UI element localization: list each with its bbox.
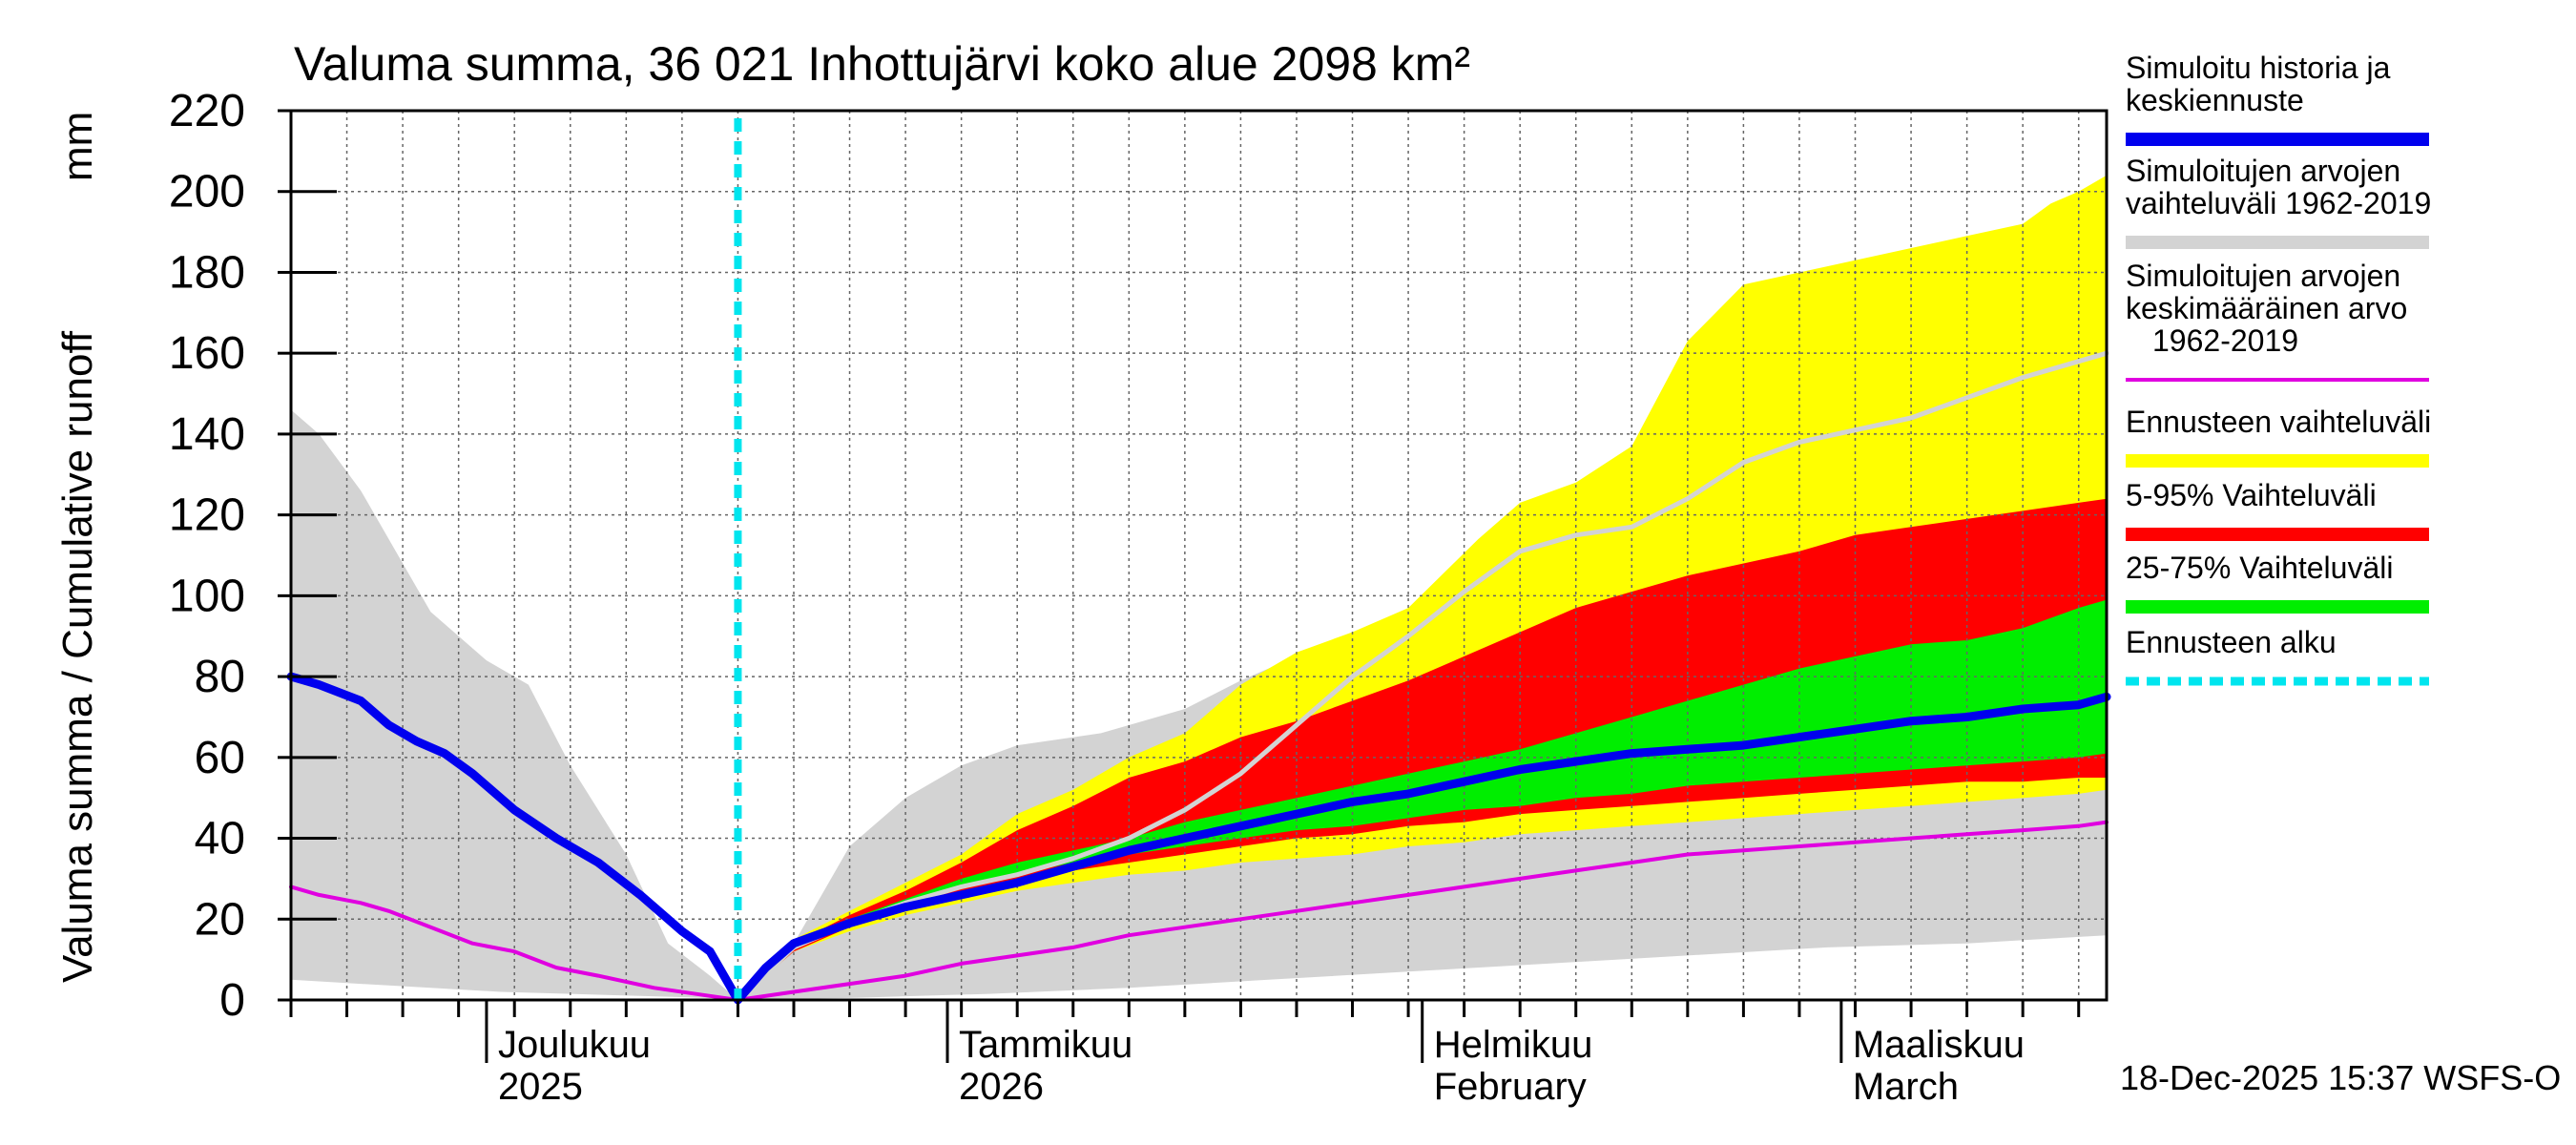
- y-tick-label: 180: [169, 247, 245, 298]
- month-label-2: Helmikuu: [1434, 1024, 1593, 1066]
- y-tick-label: 160: [169, 328, 245, 379]
- plot-frame: [289, 109, 2109, 1002]
- legend-label-0: Simuloitu historia ja: [2126, 51, 2391, 85]
- y-tick-label: 220: [169, 86, 245, 136]
- legend-label-3: Ennusteen vaihteluväli: [2126, 405, 2431, 439]
- y-tick-label: 0: [219, 975, 245, 1026]
- month-label-3: Maaliskuu: [1853, 1024, 2025, 1066]
- month-sublabel-1: 2026: [959, 1066, 1044, 1108]
- band-3: [737, 599, 2107, 1000]
- legend-label-5: 25-75% Vaihteluväli: [2126, 551, 2393, 585]
- series-line-1: [735, 350, 2109, 1003]
- y-tick-label: 100: [169, 571, 245, 621]
- month-label-0: Joulukuu: [498, 1024, 651, 1066]
- y-tick-label: 120: [169, 490, 245, 541]
- month-sublabel-3: March: [1853, 1066, 1959, 1108]
- legend-label-2: Simuloitujen arvojen: [2126, 259, 2400, 293]
- month-sublabel-0: 2025: [498, 1066, 583, 1108]
- y-tick-label: 60: [195, 733, 245, 783]
- legend-label-2: 1962-2019: [2152, 323, 2298, 358]
- y-axis-label: Valuma summa / Cumulative runoff: [54, 330, 101, 983]
- legend-label-1: Simuloitujen arvojen: [2126, 154, 2400, 188]
- legend-label-4: 5-95% Vaihteluväli: [2126, 478, 2377, 512]
- legend-label-1: vaihteluväli 1962-2019: [2126, 186, 2431, 220]
- y-tick-label: 40: [195, 814, 245, 864]
- band-2: [737, 498, 2107, 1000]
- legend-label-2: keskimääräinen arvo: [2126, 291, 2407, 325]
- plot-area: [286, 110, 2111, 1005]
- y-tick-label: 140: [169, 409, 245, 460]
- month-sublabel-2: February: [1434, 1066, 1587, 1108]
- y-axis-unit: mm: [54, 112, 101, 181]
- legend-label-0: keskiennuste: [2126, 83, 2304, 117]
- footer-timestamp: 18-Dec-2025 15:37 WSFS-O: [2120, 1058, 2561, 1097]
- y-tick-label: 80: [195, 652, 245, 702]
- y-tick-label: 200: [169, 167, 245, 218]
- series-line-0: [289, 820, 2109, 1002]
- legend-label-6: Ennusteen alku: [2126, 625, 2337, 659]
- chart-title: Valuma summa, 36 021 Inhottujärvi koko a…: [294, 37, 1470, 91]
- y-tick-label: 20: [195, 894, 245, 945]
- month-label-1: Tammikuu: [959, 1024, 1132, 1066]
- series-line-2: [286, 672, 2111, 1005]
- axes: 020406080100120140160180200220Joulukuu20…: [169, 86, 2109, 1108]
- band-0: [291, 385, 2107, 1001]
